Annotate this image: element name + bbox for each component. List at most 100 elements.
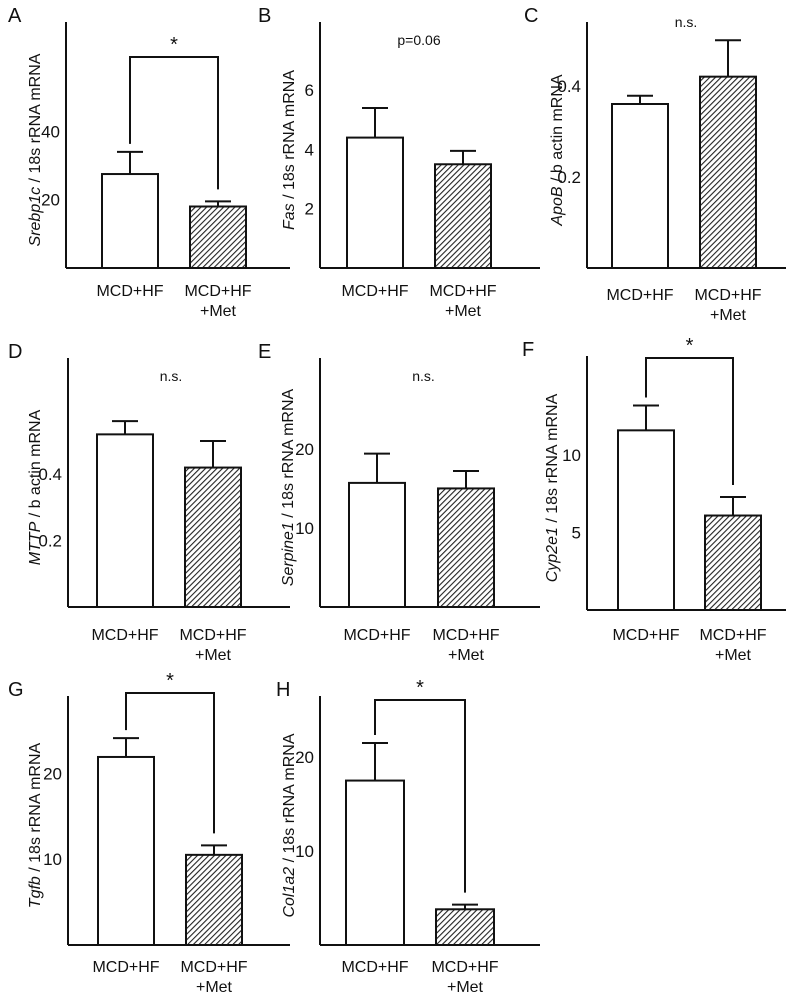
significance-label: *: [170, 34, 178, 56]
category-label: MCD+HF: [699, 627, 766, 644]
category-label: +Met: [195, 647, 232, 664]
bar-mcd-hf: [96, 433, 154, 608]
y-tick-label: 5: [572, 524, 581, 543]
y-tick-label: 0.2: [38, 532, 62, 551]
y-axis-label: Srebp1c / 18s rRNA mRNA: [27, 53, 44, 246]
bar-mcd-hf-met: [699, 75, 757, 269]
y-axis-label-gene: ApoB: [549, 186, 566, 226]
y-tick-label: 10: [295, 519, 314, 538]
y-tick-label: 20: [41, 191, 60, 210]
category-label: MCD+HF: [92, 959, 159, 976]
y-axis-label-unit: / 18s rRNA mRNA: [281, 70, 298, 204]
panel-letter: D: [8, 341, 22, 363]
category-label: +Met: [445, 303, 482, 320]
bar-mcd-hf: [617, 429, 675, 611]
significance-bracket: [129, 56, 219, 190]
y-axis-label-unit: / 18s rRNA mRNA: [27, 742, 44, 876]
significance-label: *: [686, 335, 694, 357]
category-label: MCD+HF: [184, 283, 251, 300]
panel-b: B 2 4 6 Fas / 18s rRNA mRNA MCD+HF MCD+HF +Met p…: [258, 5, 540, 320]
y-axis-label-gene: Serpine1: [280, 522, 297, 586]
panel-letter: C: [524, 5, 538, 27]
category-label: MCD+HF: [341, 283, 408, 300]
y-axis-label-gene: Col1a2: [281, 867, 298, 918]
category-label: MCD+HF: [694, 287, 761, 304]
category-label: MCD+HF: [96, 283, 163, 300]
y-axis-label: Cyp2e1 / 18s rRNA mRNA: [544, 393, 561, 582]
bar-mcd-hf-met: [437, 487, 495, 608]
y-axis-label: MTTP / b actin mRNA: [27, 409, 44, 565]
y-axis-label-unit: / 18s rRNA mRNA: [280, 388, 297, 522]
panel-letter: E: [258, 341, 271, 363]
y-tick-label: 0.4: [557, 77, 581, 96]
y-tick-label: 6: [305, 81, 314, 100]
y-axis-label-gene: Srebp1c: [27, 187, 44, 247]
y-axis-label-gene: Fas: [281, 203, 298, 230]
y-tick-label: 10: [562, 446, 581, 465]
bar-mcd-hf-met: [185, 853, 243, 947]
y-axis-label-unit: / 18s rRNA mRNA: [27, 53, 44, 187]
bar-mcd-hf: [97, 755, 155, 947]
significance-label: n.s.: [160, 368, 183, 384]
y-tick-label: 4: [305, 140, 314, 159]
y-tick-label: 20: [295, 748, 314, 767]
y-axis-label: ApoB / b actin mRNA: [549, 74, 566, 227]
y-tick-label: 0.2: [557, 168, 581, 187]
bar-mcd-hf: [346, 136, 404, 269]
y-axis-label: Fas / 18s rRNA mRNA: [281, 70, 298, 230]
panel-letter: A: [8, 5, 22, 27]
category-label: +Met: [715, 647, 752, 664]
y-tick-label: 20: [43, 764, 62, 783]
y-axis-label-unit: / b actin mRNA: [549, 74, 566, 186]
category-label: MCD+HF: [179, 627, 246, 644]
bar-mcd-hf: [345, 779, 405, 946]
y-axis-label-gene: MTTP: [27, 521, 44, 565]
y-tick-label: 2: [305, 200, 314, 219]
y-tick-label: 10: [43, 850, 62, 869]
category-label: MCD+HF: [343, 627, 410, 644]
y-tick-label: 40: [41, 122, 60, 141]
category-label: +Met: [448, 647, 485, 664]
y-axis-label-unit: / 18s rRNA mRNA: [281, 733, 298, 867]
y-tick-label: 20: [295, 440, 314, 459]
category-label: MCD+HF: [612, 627, 679, 644]
category-label: MCD+HF: [429, 283, 496, 300]
y-tick-label: 0.4: [38, 465, 62, 484]
bar-mcd-hf-met: [184, 466, 242, 608]
panel-letter: F: [522, 339, 534, 361]
bar-mcd-hf-met: [189, 205, 247, 269]
significance-bracket: [125, 692, 215, 834]
bar-mcd-hf-met: [434, 163, 492, 269]
bar-mcd-hf-met: [435, 908, 495, 946]
category-label: +Met: [200, 303, 237, 320]
y-axis-label-unit: / b actin mRNA: [27, 409, 44, 521]
panel-letter: G: [8, 679, 24, 701]
significance-label: p=0.06: [397, 32, 440, 48]
significance-label: *: [416, 677, 424, 699]
bar-mcd-hf-met: [704, 514, 762, 612]
category-label: MCD+HF: [606, 287, 673, 304]
panel-letter: B: [258, 5, 271, 27]
panel-e: E 10 20 Serpine1 / 18s rRNA mRNA MCD+HF MCD+H…: [258, 341, 540, 664]
significance-bracket: [645, 357, 734, 485]
category-label: MCD+HF: [432, 627, 499, 644]
y-axis-label-gene: Tgfb: [27, 876, 44, 908]
significance-label: *: [166, 670, 174, 692]
category-label: +Met: [196, 979, 233, 996]
significance-bracket: [374, 699, 466, 893]
category-label: MCD+HF: [91, 627, 158, 644]
bar-mcd-hf: [348, 481, 406, 608]
bar-mcd-hf: [101, 173, 159, 270]
y-axis-label-unit: / 18s rRNA mRNA: [544, 393, 561, 527]
y-axis-label: Col1a2 / 18s rRNA mRNA: [281, 733, 298, 917]
bar-mcd-hf: [611, 103, 669, 269]
panel-letter: H: [276, 679, 290, 701]
significance-label: n.s.: [675, 14, 698, 30]
y-tick-label: 10: [295, 842, 314, 861]
y-axis-label-gene: Cyp2e1: [544, 527, 561, 582]
